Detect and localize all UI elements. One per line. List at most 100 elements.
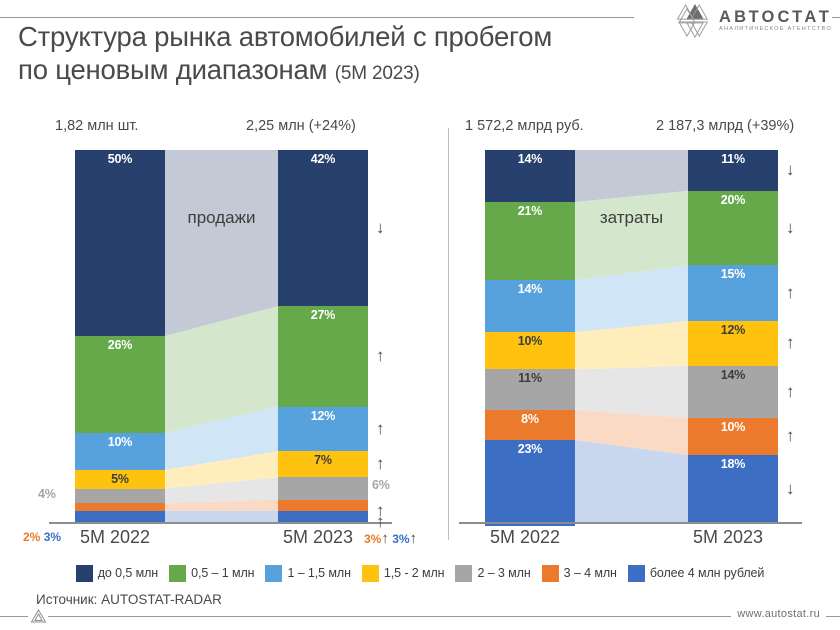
bar-segment[interactable]: 12% [278, 406, 368, 452]
bar-segment[interactable]: 7% [278, 451, 368, 478]
bar-segment[interactable] [75, 488, 165, 504]
autostat-logo: АВТОСТАТ АНАЛИТИЧЕСКОЕ АГЕНТСТВО [634, 2, 832, 40]
segment-value-label: 10% [720, 419, 746, 434]
trend-arrow-up: ↑ [786, 381, 795, 401]
segment-value-label: 7% [314, 453, 332, 468]
segment-value-label: 14% [517, 282, 543, 297]
legend-item[interactable]: 1 – 1,5 млн [265, 564, 351, 582]
bar-segment[interactable] [75, 503, 165, 511]
bar-segment[interactable]: 26% [75, 336, 165, 433]
bar-segment[interactable] [278, 499, 368, 511]
legend-item[interactable]: 2 – 3 млн [455, 564, 531, 582]
title-line-2: по ценовым диапазонам (5М 2023) [18, 53, 658, 90]
bar-segment[interactable]: 10% [75, 432, 165, 470]
bar-segment[interactable] [278, 477, 368, 500]
legend-item[interactable]: более 4 млн рублей [627, 564, 764, 582]
bar-segment[interactable]: 15% [688, 265, 778, 322]
bar-segment[interactable]: 14% [485, 280, 575, 333]
legend-item[interactable]: 3 – 4 млн [541, 564, 617, 582]
outside-label-blue-2023: 3% [392, 532, 410, 546]
ribbon-connectors [575, 150, 688, 522]
bar-segment[interactable]: 14% [688, 365, 778, 418]
legend: до 0,5 млн 0,5 – 1 млн 1 – 1,5 млн 1,5 - 2 … [0, 560, 840, 586]
x-axis-line [459, 522, 802, 524]
total-label-left: 1,82 млн шт. [55, 118, 139, 134]
legend-label: 0,5 – 1 млн [191, 566, 255, 580]
bar-segment[interactable]: 11% [485, 369, 575, 411]
source-note: Источник: AUTOSTAT-RADAR [36, 592, 222, 607]
legend-label: 1 – 1,5 млн [287, 566, 351, 580]
bar-segment[interactable]: 12% [688, 321, 778, 366]
x-axis-label-2023: 5М 2023 [283, 527, 354, 547]
x-axis-label-2022: 5М 2022 [490, 527, 561, 547]
trend-arrow-up: ↑ [786, 283, 795, 303]
autostat-triangle-icon [28, 606, 48, 625]
bar-segment[interactable]: 11% [688, 150, 778, 191]
segment-value-label: 10% [517, 334, 543, 349]
total-label-right: 2 187,3 млрд (+39%) [656, 118, 795, 134]
legend-item[interactable]: 1,5 - 2 млн [361, 564, 445, 582]
legend-item[interactable]: 0,5 – 1 млн [169, 564, 255, 582]
segment-value-label: 5% [111, 471, 129, 486]
segment-value-label: 42% [310, 152, 336, 166]
segment-value-label: 12% [310, 408, 336, 423]
segment-value-label: 15% [720, 267, 746, 282]
trend-arrow-up: ↑ [376, 419, 385, 438]
segment-value-label: 12% [720, 323, 746, 338]
trend-arrow-down: ↓ [376, 218, 385, 238]
chart-divider [448, 128, 449, 540]
bar-segment[interactable]: 8% [485, 410, 575, 441]
stacked-bar-5м-2022[interactable]: 14% 21% 14% 10% 11% 8% 23% [485, 150, 575, 526]
total-label-right: 2,25 млн (+24%) [246, 118, 356, 134]
bar-segment[interactable]: 27% [278, 306, 368, 407]
bar-segment[interactable]: 10% [688, 417, 778, 456]
x-axis-line [49, 522, 392, 524]
legend-label: до 0,5 млн [97, 566, 159, 580]
segment-value-label: 14% [720, 367, 746, 382]
trend-arrow-up: ↑ [376, 454, 385, 474]
chart-sales: 1,82 млн шт. 2,25 млн (+24%) продажи 50% 26%… [0, 118, 440, 547]
bar-segment[interactable] [278, 510, 368, 522]
outside-label-gray-2023: 6% [372, 478, 390, 493]
segment-value-label: 8% [521, 412, 539, 427]
legend-swatch-icon [455, 564, 473, 582]
outside-label-orange-2022: 2% [23, 530, 41, 544]
bar-segment[interactable]: 5% [75, 469, 165, 489]
stacked-bar-5м-2023[interactable]: 11% 20% 15% 12% 14% 10% 18% [688, 150, 778, 522]
bar-segment[interactable]: 42% [278, 150, 368, 307]
logo-name: АВТОСТАТ [718, 7, 832, 26]
trend-arrow-up: ↑ [376, 511, 385, 531]
trend-arrow-up: ↑ [786, 426, 795, 446]
legend-swatch-icon [265, 564, 283, 582]
x-axis-label-2023: 5М 2023 [693, 527, 764, 547]
footer-divider [0, 616, 840, 617]
legend-label: 1,5 - 2 млн [383, 566, 445, 580]
stacked-bar-5м-2023[interactable]: 42% 27% 12% 7% [278, 150, 368, 522]
segment-value-label: 10% [107, 434, 133, 449]
legend-label: 2 – 3 млн [477, 566, 531, 580]
legend-swatch-icon [627, 564, 645, 582]
bar-segment[interactable]: 50% [75, 150, 165, 336]
total-label-left: 1 572,2 млрд руб. [465, 118, 584, 134]
bar-segment[interactable]: 14% [485, 150, 575, 203]
legend-swatch-icon [75, 564, 93, 582]
stacked-bar-5м-2022[interactable]: 50% 26% 10% 5% [75, 150, 165, 522]
legend-item[interactable]: до 0,5 млн [75, 564, 159, 582]
legend-swatch-icon [361, 564, 379, 582]
outside-label-orange-2023: 3% [364, 532, 382, 546]
segment-value-label: 14% [517, 152, 543, 166]
segment-value-label: 27% [310, 308, 336, 323]
legend-swatch-icon [541, 564, 559, 582]
outside-labels-bottom-2022: 2% 3% [23, 530, 61, 544]
bar-segment[interactable]: 23% [485, 440, 575, 526]
bar-segment[interactable]: 21% [485, 202, 575, 281]
logo-wordmark: АВТОСТАТ АНАЛИТИЧЕСКОЕ АГЕНТСТВО [719, 9, 832, 33]
segment-value-label: 50% [107, 152, 133, 166]
bar-segment[interactable]: 10% [485, 332, 575, 370]
logo-tagline: АНАЛИТИЧЕСКОЕ АГЕНТСТВО [718, 26, 832, 33]
bar-segment[interactable]: 18% [688, 455, 778, 522]
trend-arrow-up: ↑ [381, 530, 389, 547]
bar-segment[interactable]: 20% [688, 190, 778, 266]
bar-segment[interactable] [75, 510, 165, 522]
trend-arrow-up: ↑ [786, 333, 795, 353]
